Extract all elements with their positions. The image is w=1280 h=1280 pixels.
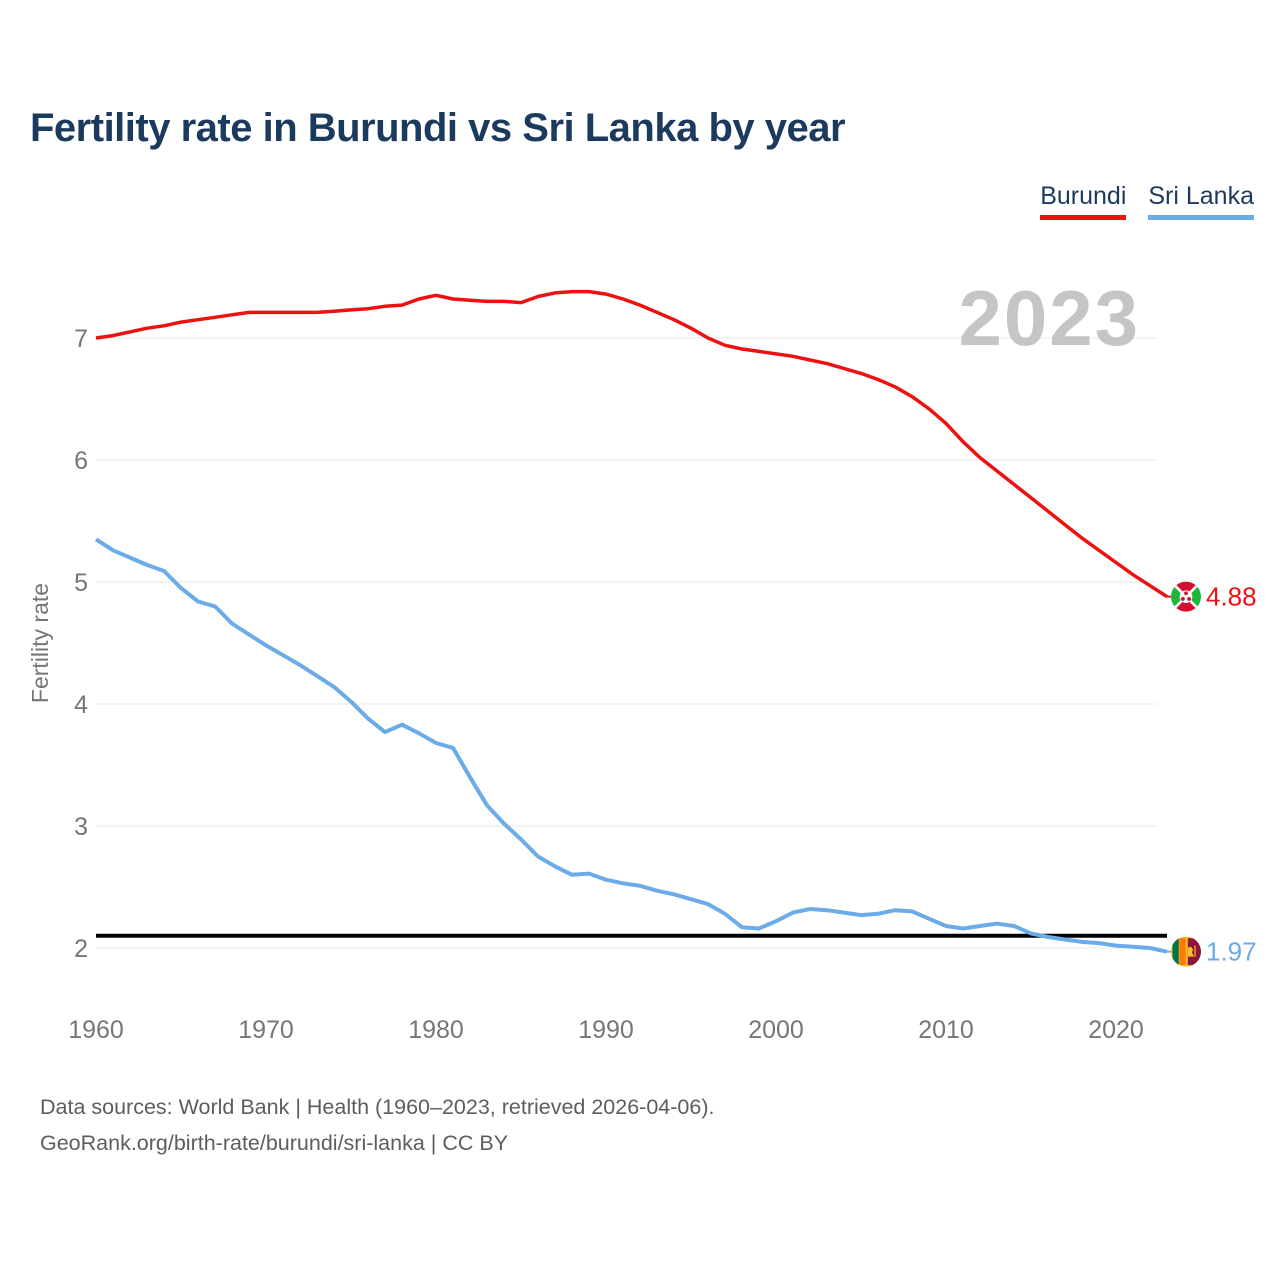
series-line-burundi bbox=[95, 289, 1168, 599]
y-tick-label: 2 bbox=[74, 935, 88, 963]
legend: Burundi Sri Lanka bbox=[1040, 182, 1254, 220]
x-tick-label: 1990 bbox=[578, 1016, 634, 1044]
watermark-year: 2023 bbox=[958, 274, 1140, 362]
footer: Data sources: World Bank | Health (1960–… bbox=[40, 1089, 714, 1161]
burundi-flag-part bbox=[1186, 581, 1201, 612]
x-tick-label: 2020 bbox=[1088, 1016, 1144, 1044]
footer-url-line: GeoRank.org/birth-rate/burundi/sri-lanka… bbox=[40, 1131, 509, 1155]
burundi-flag-part bbox=[1171, 596, 1201, 612]
x-tick-label: 1960 bbox=[68, 1016, 124, 1044]
sri-lanka-flag-icon bbox=[1171, 936, 1201, 967]
end-value-label-burundi: 4.88 bbox=[1206, 582, 1257, 612]
legend-item-burundi[interactable]: Burundi bbox=[1040, 182, 1127, 220]
sri-lanka-flag-part bbox=[1188, 946, 1194, 957]
chart-canvas: 2 3 4 5 6 7 1960 1970 1980 1990 2000 2010 2020 Fertil… bbox=[27, 274, 1257, 1044]
sri-lanka-flag-part bbox=[1172, 938, 1179, 966]
burundi-flag-part bbox=[1171, 581, 1201, 597]
y-axis-title: Fertility rate bbox=[27, 583, 53, 703]
end-value-label-sri-lanka: 1.97 bbox=[1206, 937, 1257, 967]
y-tick-label: 7 bbox=[74, 325, 88, 353]
burundi-flag-icon bbox=[1171, 581, 1201, 612]
sri-lanka-flag-part bbox=[1179, 938, 1186, 966]
footer-source-line: Data sources: World Bank | Health (1960–… bbox=[40, 1095, 715, 1119]
x-tick-label: 2000 bbox=[748, 1016, 804, 1044]
burundi-flag-part bbox=[1184, 591, 1188, 596]
x-tick-label: 1970 bbox=[238, 1016, 294, 1044]
y-tick-label: 5 bbox=[74, 569, 88, 597]
y-tick-label: 6 bbox=[74, 447, 88, 475]
y-tick-label: 4 bbox=[74, 691, 88, 719]
burundi-flag-part bbox=[1171, 581, 1186, 612]
y-tick-label: 3 bbox=[74, 813, 88, 841]
chart-title: Fertility rate in Burundi vs Sri Lanka b… bbox=[30, 106, 846, 150]
x-tick-label: 2010 bbox=[918, 1016, 974, 1044]
series-line-sri-lanka bbox=[94, 537, 1168, 954]
x-tick-label: 1980 bbox=[408, 1016, 464, 1044]
legend-item-sri-lanka[interactable]: Sri Lanka bbox=[1148, 182, 1254, 220]
burundi-flag-part bbox=[1181, 597, 1185, 601]
burundi-flag-part bbox=[1187, 597, 1191, 601]
